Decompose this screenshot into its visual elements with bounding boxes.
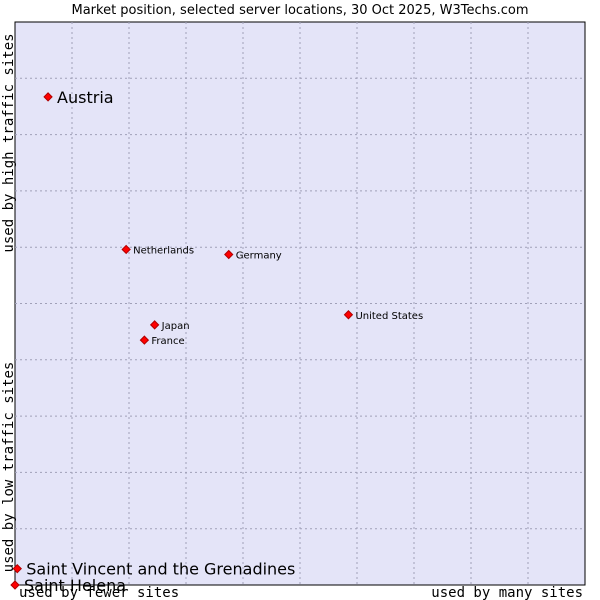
point-label-france: France — [151, 336, 184, 347]
y-axis-label-high: used by high traffic sites — [1, 33, 17, 252]
point-marker-united-states — [343, 310, 354, 320]
point-marker-japan — [149, 320, 160, 330]
point-marker-saint-helena — [10, 580, 20, 590]
point-label-saint-vincent-and-the-grenadines: Saint Vincent and the Grenadines — [26, 560, 295, 579]
point-label-united-states: United States — [355, 311, 423, 322]
point-marker-austria — [43, 92, 53, 102]
point-label-austria: Austria — [57, 88, 114, 107]
point-marker-netherlands — [121, 244, 131, 255]
point-label-germany: Germany — [236, 251, 282, 262]
y-axis-label-low: used by low traffic sites — [1, 362, 17, 573]
x-axis-label-high: used by many sites — [431, 585, 583, 600]
point-label-saint-helena: Saint Helena — [24, 576, 126, 595]
point-marker-france — [139, 335, 150, 345]
point-label-netherlands: Netherlands — [133, 245, 194, 256]
data-points: Austria Netherlands Germany United States Ja… — [10, 88, 423, 595]
chart-title: Market position, selected server locatio… — [71, 3, 528, 18]
point-label-japan: Japan — [161, 321, 190, 332]
x-axis-label-low: used by fewer sites — [19, 585, 179, 600]
grid-lines — [15, 22, 585, 585]
point-marker-saint-vincent-and-the-grenadines — [12, 563, 22, 574]
point-marker-germany — [224, 249, 234, 260]
